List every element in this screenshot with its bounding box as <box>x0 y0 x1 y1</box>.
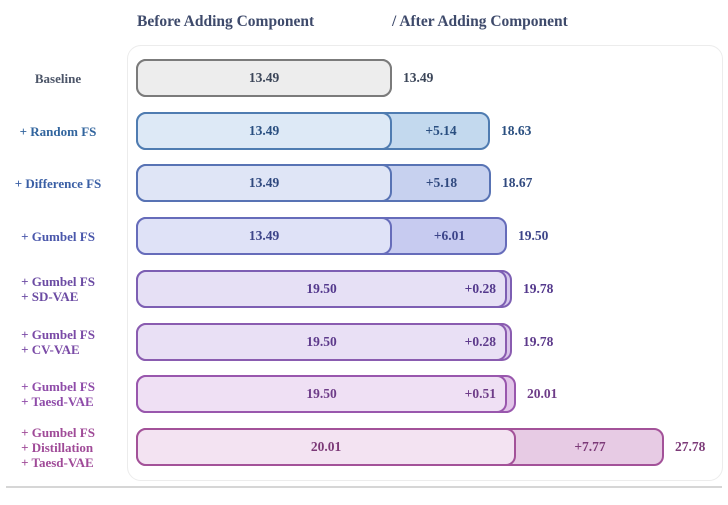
bar-before-segment: 13.49 <box>136 59 392 97</box>
bar-after-segment: 19.50 +0.51 <box>136 375 516 413</box>
delta-value: +7.77 <box>574 439 606 454</box>
delta-value: +5.18 <box>425 175 458 190</box>
before-value: 20.01 <box>310 439 342 454</box>
before-value: 13.49 <box>248 228 280 243</box>
row-label: + Random FS <box>19 123 97 139</box>
row-label: + Gumbel FS + CV-VAE <box>21 327 95 357</box>
bar-before-segment: 13.49 <box>136 112 392 150</box>
bar-after-segment: 13.49 +6.01 <box>136 217 507 255</box>
after-value-label: 19.78 <box>523 281 554 296</box>
delta-value: +5.14 <box>425 123 457 138</box>
before-value: 19.50 <box>306 334 337 349</box>
after-value-label: 27.78 <box>675 439 706 454</box>
after-value-label: 13.49 <box>403 70 434 85</box>
row-label: Baseline <box>34 70 82 86</box>
after-value-label: 19.78 <box>523 334 554 349</box>
after-value-label: 19.50 <box>518 228 549 243</box>
bar-before-segment: 19.50 +0.28 <box>136 323 507 361</box>
column-header-before: Before Adding Component <box>137 13 315 30</box>
bar-after-segment: 19.50 +0.28 <box>136 270 512 308</box>
after-value-label: 20.01 <box>527 386 558 401</box>
bar-after-segment: 13.49 +5.18 <box>136 164 491 202</box>
bottom-divider-line <box>6 486 722 488</box>
before-value: 19.50 <box>306 281 337 296</box>
bar-after-segment: 13.49 <box>136 59 392 97</box>
bar-before-segment: 20.01 <box>136 428 516 466</box>
after-value-label: 18.63 <box>501 123 532 138</box>
delta-value: +0.28 <box>464 334 496 349</box>
row-label: + Difference FS <box>14 175 102 191</box>
bar-after-segment: 20.01 +7.77 <box>136 428 664 466</box>
row-label: + Gumbel FS + SD-VAE <box>21 274 95 304</box>
row-label: + Gumbel FS + Distillation + Taesd-VAE <box>21 424 95 470</box>
delta-value: +0.28 <box>464 281 496 296</box>
before-value: 13.49 <box>248 70 280 85</box>
before-value: 13.49 <box>248 123 280 138</box>
before-value: 13.49 <box>248 175 280 190</box>
row-label: + Gumbel FS + Taesd-VAE <box>21 379 95 409</box>
delta-value: +6.01 <box>433 228 466 243</box>
delta-value: +0.51 <box>464 386 496 401</box>
bar-before-segment: 19.50 +0.51 <box>136 375 507 413</box>
after-value-label: 18.67 <box>502 175 533 190</box>
bar-before-segment: 19.50 +0.28 <box>136 270 507 308</box>
bar-before-segment: 13.49 <box>136 217 392 255</box>
bar-before-segment: 13.49 <box>136 164 392 202</box>
bar-after-segment: 19.50 +0.28 <box>136 323 512 361</box>
column-header-after: / After Adding Component <box>392 13 568 30</box>
row-label: + Gumbel FS <box>21 228 95 244</box>
plot-area-border <box>127 45 723 481</box>
bar-after-segment: 13.49 +5.14 <box>136 112 490 150</box>
before-value: 19.50 <box>306 386 337 401</box>
